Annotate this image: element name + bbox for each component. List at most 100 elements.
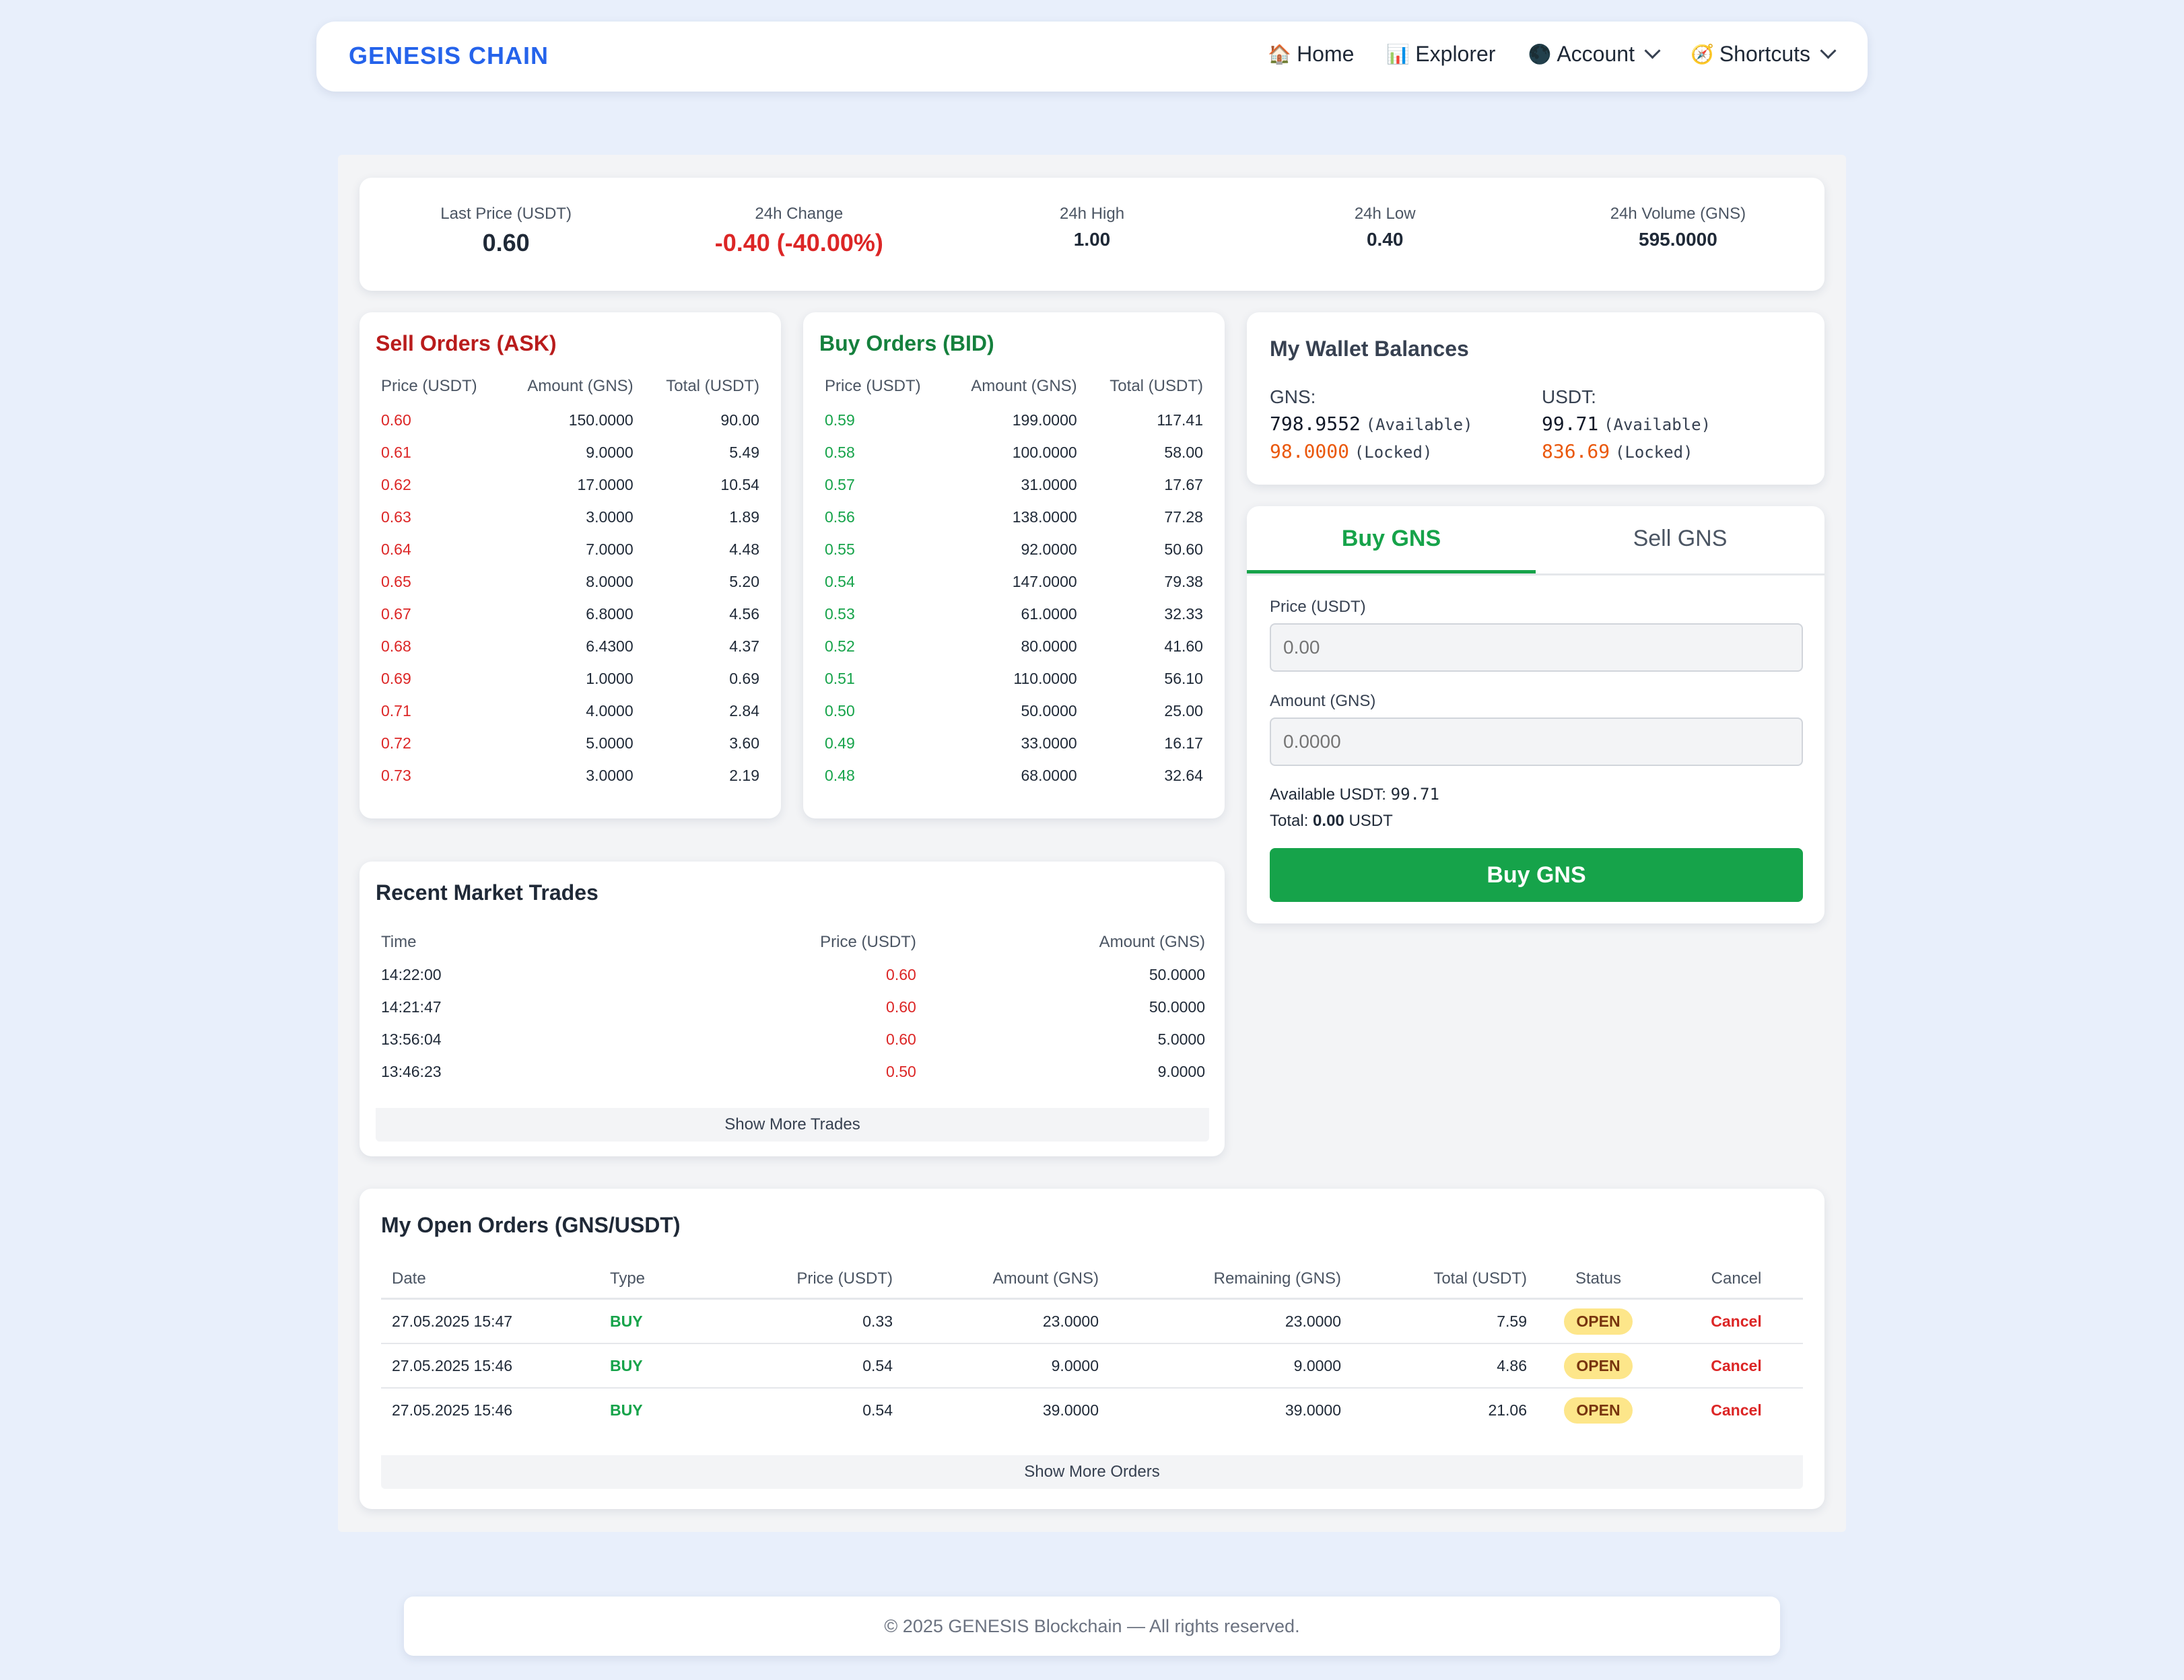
status-badge: OPEN <box>1564 1308 1633 1335</box>
order-price: 0.61 <box>381 443 411 461</box>
order-price: 0.49 <box>825 734 855 752</box>
order-date: 27.05.2025 15:47 <box>392 1312 513 1330</box>
order-row[interactable]: 0.65 8.0000 5.20 <box>376 565 765 598</box>
nav-explorer[interactable]: 📊 Explorer <box>1386 42 1495 67</box>
buy-book-rows[interactable]: 0.59 199.0000 117.41 0.58 100.0000 58.00 0.57 3… <box>819 404 1208 804</box>
order-row[interactable]: 0.62 17.0000 10.54 <box>376 468 765 501</box>
available-usdt-value: 99.71 <box>1390 785 1439 804</box>
gns-balance: GNS: 798.9552 (Available) 98.0000 (Locke… <box>1270 384 1473 466</box>
order-row[interactable]: 0.63 3.0000 1.89 <box>376 501 765 533</box>
stat-value: 595.0000 <box>1639 229 1717 250</box>
cancel-order-button[interactable]: Cancel <box>1711 1312 1762 1330</box>
sell-book-rows[interactable]: 0.60 150.0000 90.00 0.61 9.0000 5.49 0.62 17.00… <box>376 404 765 804</box>
order-amount: 138.0000 <box>1012 508 1077 526</box>
order-row[interactable]: 0.51 110.0000 56.10 <box>819 662 1208 695</box>
available-tag: (Available) <box>1365 415 1473 434</box>
order-row[interactable]: 0.72 5.0000 3.60 <box>376 727 765 759</box>
order-type: BUY <box>610 1356 643 1374</box>
column-header: Status <box>1575 1269 1622 1288</box>
brand-logo[interactable]: GENESIS CHAIN <box>349 42 549 69</box>
order-row[interactable]: 0.71 4.0000 2.84 <box>376 695 765 727</box>
order-amount: 17.0000 <box>577 475 634 493</box>
stat-last-price: Last Price (USDT) 0.60 <box>360 178 652 291</box>
order-price: 0.68 <box>381 637 411 655</box>
nav-shortcuts-dropdown[interactable]: 🧭 Shortcuts <box>1691 42 1837 67</box>
order-status-cell: OPEN <box>1527 1308 1670 1335</box>
order-row[interactable]: 0.59 199.0000 117.41 <box>819 404 1208 436</box>
order-row[interactable]: 0.55 92.0000 50.60 <box>819 533 1208 565</box>
order-row[interactable]: 0.56 138.0000 77.28 <box>819 501 1208 533</box>
order-price: 0.64 <box>381 540 411 558</box>
column-header: Cancel <box>1711 1269 1762 1288</box>
stat-label: 24h Change <box>755 205 844 223</box>
chevron-down-icon <box>1644 42 1661 59</box>
usdt-locked-value: 836.69 <box>1542 440 1610 462</box>
order-row[interactable]: 0.57 31.0000 17.67 <box>819 468 1208 501</box>
order-row[interactable]: 0.61 9.0000 5.49 <box>376 436 765 468</box>
status-badge: OPEN <box>1564 1397 1633 1424</box>
order-row[interactable]: 0.73 3.0000 2.19 <box>376 759 765 792</box>
order-row[interactable]: 0.48 68.0000 32.64 <box>819 759 1208 792</box>
order-row[interactable]: 0.58 100.0000 58.00 <box>819 436 1208 468</box>
trade-time: 14:22:00 <box>381 965 442 983</box>
nav-account-dropdown[interactable]: 🌑 Account <box>1528 42 1661 67</box>
order-total-info: Total: 0.00 USDT <box>1270 812 1393 831</box>
table-row: 27.05.2025 15:46 BUY 0.54 9.0000 9.0000 4.86 O… <box>381 1344 1803 1389</box>
order-row[interactable]: 0.53 61.0000 32.33 <box>819 598 1208 630</box>
open-orders: My Open Orders (GNS/USDT) Date Type Pric… <box>360 1189 1824 1509</box>
order-remaining: 39.0000 <box>1285 1401 1341 1419</box>
open-orders-rows[interactable]: 27.05.2025 15:47 BUY 0.33 23.0000 23.0000 7.5… <box>381 1300 1803 1432</box>
column-header: Price (USDT) <box>820 933 916 951</box>
buy-gns-button[interactable]: Buy GNS <box>1270 848 1803 902</box>
order-amount: 61.0000 <box>1021 604 1077 623</box>
order-total: 41.60 <box>1164 637 1203 655</box>
buy-book-header: Price (USDT) Amount (GNS) Total (USDT) <box>819 377 1208 396</box>
price-input[interactable] <box>1270 623 1803 672</box>
trade-amount: 2.0000 <box>916 1095 1210 1098</box>
total-label: Total: <box>1270 812 1309 830</box>
tab-buy-gns[interactable]: Buy GNS <box>1247 506 1536 573</box>
order-amount: 110.0000 <box>1013 669 1077 687</box>
order-row[interactable]: 0.60 150.0000 90.00 <box>376 404 765 436</box>
column-header: Total (USDT) <box>1110 377 1203 395</box>
order-row[interactable]: 0.67 6.8000 4.56 <box>376 598 765 630</box>
show-more-orders-button[interactable]: Show More Orders <box>381 1455 1803 1489</box>
cancel-order-button[interactable]: Cancel <box>1711 1356 1762 1374</box>
order-total: 32.64 <box>1164 766 1203 784</box>
order-type: BUY <box>610 1401 643 1419</box>
market-stats: Last Price (USDT) 0.60 24h Change -0.40 … <box>360 178 1824 291</box>
order-total: 32.33 <box>1164 604 1203 623</box>
order-row[interactable]: 0.68 6.4300 4.37 <box>376 630 765 662</box>
order-remaining: 9.0000 <box>1293 1356 1341 1374</box>
order-row[interactable]: 0.52 80.0000 41.60 <box>819 630 1208 662</box>
order-total: 2.84 <box>729 701 759 720</box>
cancel-order-button[interactable]: Cancel <box>1711 1401 1762 1419</box>
amount-input[interactable] <box>1270 718 1803 766</box>
trade-amount: 50.0000 <box>1149 965 1205 983</box>
status-badge: OPEN <box>1564 1352 1633 1379</box>
available-usdt-info: Available USDT: 99.71 <box>1270 785 1439 804</box>
column-header: Date <box>392 1269 426 1288</box>
locked-tag: (Locked) <box>1614 443 1693 462</box>
nav-home[interactable]: 🏠 Home <box>1268 42 1354 67</box>
order-row[interactable]: 0.69 1.0000 0.69 <box>376 662 765 695</box>
order-total: 79.38 <box>1164 572 1203 590</box>
trades-rows[interactable]: 14:22:00 0.60 50.0000 14:21:47 0.60 50.0000 13… <box>376 958 1210 1098</box>
trade-row: 13:46:23 0.50 9.0000 <box>376 1055 1210 1088</box>
trade-amount: 5.0000 <box>1157 1030 1205 1048</box>
order-row[interactable]: 0.64 7.0000 4.48 <box>376 533 765 565</box>
trade-row: 13:56:04 0.60 5.0000 <box>376 1023 1210 1055</box>
order-total: 90.00 <box>720 411 759 429</box>
order-row[interactable]: 0.50 50.0000 25.00 <box>819 695 1208 727</box>
order-row[interactable]: 0.54 147.0000 79.38 <box>819 565 1208 598</box>
trade-amount: 9.0000 <box>1157 1062 1205 1080</box>
page-footer: © 2025 GENESIS Blockchain — All rights r… <box>404 1597 1780 1656</box>
show-more-trades-button[interactable]: Show More Trades <box>376 1108 1209 1142</box>
order-price: 0.72 <box>381 734 411 752</box>
column-header: Remaining (GNS) <box>1213 1269 1341 1288</box>
column-header: Price (USDT) <box>381 377 477 395</box>
tab-sell-gns[interactable]: Sell GNS <box>1633 526 1728 551</box>
sell-order-book: Sell Orders (ASK) Price (USDT) Amount (G… <box>360 312 781 818</box>
order-row[interactable]: 0.49 33.0000 16.17 <box>819 727 1208 759</box>
order-status-cell: OPEN <box>1527 1352 1670 1379</box>
